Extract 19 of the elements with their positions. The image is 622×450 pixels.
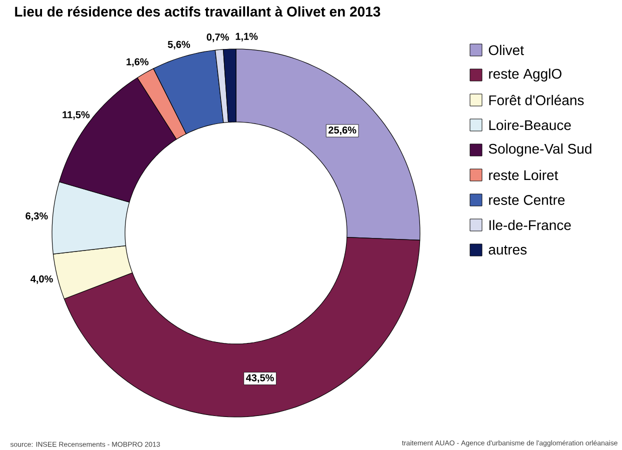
legend-label: Ile-de-France [489,220,571,230]
legend-label: reste Centre [489,195,565,205]
data-label: 25,6% [328,126,356,136]
data-label: 5,6% [168,40,190,50]
data-label: 1,6% [126,58,148,67]
legend-label: Sologne-Val Sud [488,143,592,157]
data-label: 1,1% [236,32,258,42]
data-label: 43,5% [246,374,274,383]
legend-label: Olivet [488,44,524,56]
data-label: 6,3% [26,212,48,221]
chart-title: Lieu de résidence des actifs travaillant à Olivet en 2013 [15,6,380,17]
legend-label: reste Loiret [489,170,558,180]
data-label: 11,5% [62,111,90,120]
data-label: 0,7% [206,34,229,42]
legend-label: Forêt d'Orléans [489,94,584,106]
legend-label: Loire-Beauce [489,120,571,130]
data-label: 4,0% [30,275,53,284]
legend-label: autres [488,245,527,255]
legend-label: reste AgglO [489,68,562,82]
